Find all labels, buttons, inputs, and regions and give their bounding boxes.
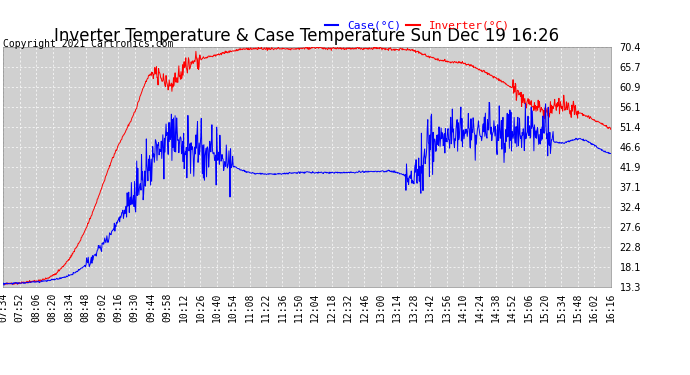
Text: Copyright 2021 Cartronics.com: Copyright 2021 Cartronics.com <box>3 39 174 50</box>
Title: Inverter Temperature & Case Temperature Sun Dec 19 16:26: Inverter Temperature & Case Temperature … <box>55 27 560 45</box>
Legend: Case(°C), Inverter(°C): Case(°C), Inverter(°C) <box>320 16 514 35</box>
